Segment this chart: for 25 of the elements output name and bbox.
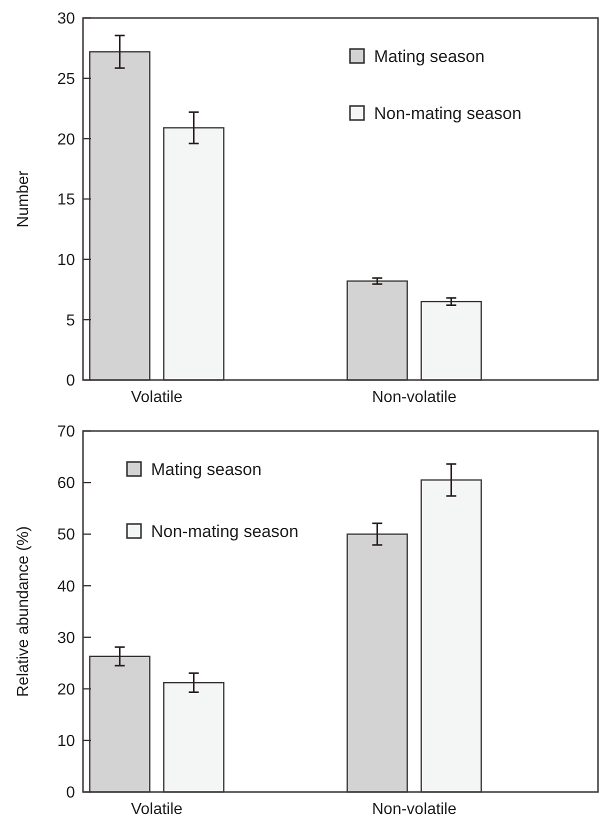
y-tick-label: 15: [57, 192, 76, 209]
y-tick-label: 40: [57, 578, 76, 596]
legend-label: Mating season: [374, 47, 485, 66]
y-tick-label: 70: [57, 424, 76, 441]
y-tick-label: 5: [66, 312, 76, 330]
x-tick-label: Non-volatile: [372, 389, 457, 406]
y-axis-title: Number: [15, 170, 32, 228]
legend-label: Non-mating season: [374, 104, 522, 123]
y-tick-label: 20: [57, 681, 76, 698]
legend-label: Mating season: [151, 460, 262, 479]
y-tick-label: 10: [57, 733, 76, 750]
y-tick-label: 0: [66, 372, 76, 390]
y-tick-label: 30: [57, 10, 76, 28]
y-axis-title: Relative abundance (%): [15, 526, 32, 697]
y-tick-label: 25: [57, 70, 76, 88]
x-tick-label: Volatile: [130, 389, 183, 406]
y-tick-label: 0: [66, 784, 76, 802]
y-tick-label: 10: [57, 252, 76, 269]
y-tick-label: 50: [57, 526, 76, 544]
y-tick-label: 30: [57, 630, 76, 647]
legend-label: Non-mating season: [151, 522, 298, 541]
y-tick-label: 20: [57, 131, 76, 148]
y-tick-label: 60: [57, 475, 76, 492]
x-tick-label: Non-volatile: [372, 801, 457, 818]
x-tick-label: Volatile: [130, 801, 183, 818]
